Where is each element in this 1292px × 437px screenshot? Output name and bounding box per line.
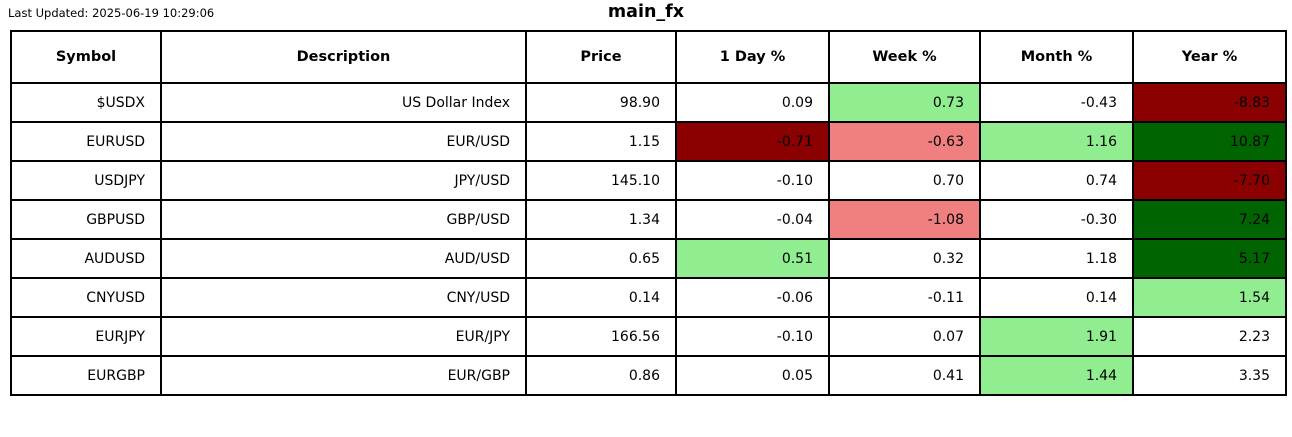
cell-symbol: EURUSD [10,121,162,162]
cell-description: GBP/USD [160,199,527,240]
cell-year-pct: 2.23 [1132,316,1287,357]
page-title: main_fx [607,2,685,22]
cell-month-pct: 0.14 [979,277,1134,318]
cell-description: US Dollar Index [160,82,527,123]
cell-year-pct: -7.70 [1132,160,1287,201]
cell-week-pct: 0.41 [828,355,981,396]
cell-week-pct: 0.32 [828,238,981,279]
column-header-year-pct: Year % [1132,30,1287,84]
last-updated-text: Last Updated: 2025-06-19 10:29:06 [8,6,215,20]
column-header-description: Description [160,30,527,84]
cell-year-pct: -8.83 [1132,82,1287,123]
cell-price: 0.14 [525,277,677,318]
cell-week-pct: 0.70 [828,160,981,201]
table-row: EURUSD EUR/USD 1.15 -0.71 -0.63 1.16 10.87 [10,121,1287,162]
cell-year-pct: 5.17 [1132,238,1287,279]
cell-description: EUR/USD [160,121,527,162]
cell-1day-pct: 0.05 [675,355,830,396]
cell-1day-pct: -0.10 [675,160,830,201]
cell-price: 0.65 [525,238,677,279]
cell-1day-pct: -0.71 [675,121,830,162]
cell-description: EUR/GBP [160,355,527,396]
table-row: AUDUSD AUD/USD 0.65 0.51 0.32 1.18 5.17 [10,238,1287,279]
table-row: EURGBP EUR/GBP 0.86 0.05 0.41 1.44 3.35 [10,355,1287,396]
cell-description: CNY/USD [160,277,527,318]
column-header-symbol: Symbol [10,30,162,84]
cell-symbol: CNYUSD [10,277,162,318]
cell-symbol: $USDX [10,82,162,123]
column-header-1day-pct: 1 Day % [675,30,830,84]
cell-month-pct: 1.16 [979,121,1134,162]
table-row: CNYUSD CNY/USD 0.14 -0.06 -0.11 0.14 1.54 [10,277,1287,318]
column-header-month-pct: Month % [979,30,1134,84]
fx-table-header: Symbol Description Price 1 Day % Week % … [10,30,1287,84]
cell-price: 0.86 [525,355,677,396]
header-row: Symbol Description Price 1 Day % Week % … [10,30,1287,84]
cell-description: AUD/USD [160,238,527,279]
table-row: USDJPY JPY/USD 145.10 -0.10 0.70 0.74 -7.70 [10,160,1287,201]
cell-month-pct: 1.91 [979,316,1134,357]
cell-month-pct: 0.74 [979,160,1134,201]
cell-year-pct: 10.87 [1132,121,1287,162]
table-row: GBPUSD GBP/USD 1.34 -0.04 -1.08 -0.30 7.24 [10,199,1287,240]
column-header-price: Price [525,30,677,84]
cell-1day-pct: -0.04 [675,199,830,240]
cell-1day-pct: 0.09 [675,82,830,123]
table-row: EURJPY EUR/JPY 166.56 -0.10 0.07 1.91 2.23 [10,316,1287,357]
cell-price: 145.10 [525,160,677,201]
cell-description: JPY/USD [160,160,527,201]
cell-symbol: USDJPY [10,160,162,201]
cell-price: 98.90 [525,82,677,123]
cell-month-pct: 1.44 [979,355,1134,396]
cell-month-pct: -0.30 [979,199,1134,240]
cell-price: 166.56 [525,316,677,357]
cell-month-pct: -0.43 [979,82,1134,123]
cell-week-pct: -0.63 [828,121,981,162]
cell-description: EUR/JPY [160,316,527,357]
cell-year-pct: 7.24 [1132,199,1287,240]
cell-symbol: AUDUSD [10,238,162,279]
cell-symbol: EURGBP [10,355,162,396]
cell-week-pct: -0.11 [828,277,981,318]
cell-week-pct: -1.08 [828,199,981,240]
cell-week-pct: 0.07 [828,316,981,357]
cell-1day-pct: -0.10 [675,316,830,357]
cell-symbol: GBPUSD [10,199,162,240]
cell-1day-pct: -0.06 [675,277,830,318]
column-header-week-pct: Week % [828,30,981,84]
cell-price: 1.15 [525,121,677,162]
fx-table: Symbol Description Price 1 Day % Week % … [10,30,1287,396]
cell-year-pct: 1.54 [1132,277,1287,318]
cell-year-pct: 3.35 [1132,355,1287,396]
fx-table-body: $USDX US Dollar Index 98.90 0.09 0.73 -0.43 -8… [10,82,1287,396]
cell-price: 1.34 [525,199,677,240]
table-row: $USDX US Dollar Index 98.90 0.09 0.73 -0.43 -8… [10,82,1287,123]
cell-1day-pct: 0.51 [675,238,830,279]
cell-week-pct: 0.73 [828,82,981,123]
cell-month-pct: 1.18 [979,238,1134,279]
cell-symbol: EURJPY [10,316,162,357]
